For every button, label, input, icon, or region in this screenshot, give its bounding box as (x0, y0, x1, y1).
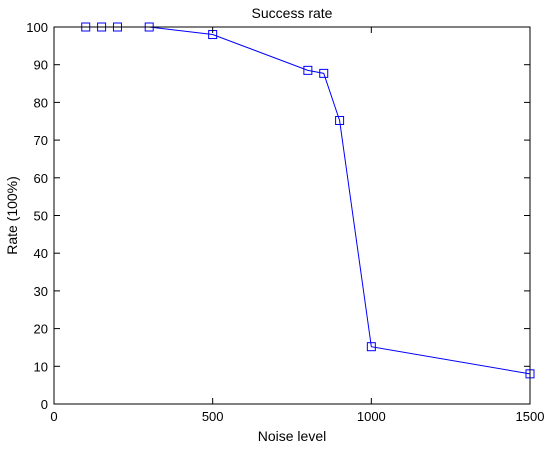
y-tick-label: 40 (34, 246, 48, 261)
y-tick-label: 20 (34, 322, 48, 337)
y-tick-label: 70 (34, 133, 48, 148)
y-tick-label: 30 (34, 284, 48, 299)
y-tick-label: 50 (34, 209, 48, 224)
y-tick-label: 0 (41, 397, 48, 412)
y-tick-label: 60 (34, 171, 48, 186)
x-tick-label: 500 (202, 409, 224, 424)
x-tick-label: 1000 (357, 409, 386, 424)
y-tick-label: 10 (34, 359, 48, 374)
data-point (366, 342, 376, 352)
data-point (319, 68, 329, 78)
chart-title: Success rate (252, 5, 333, 21)
y-axis-label: Rate (100%) (4, 176, 20, 255)
data-point (303, 65, 313, 75)
y-tick-label: 80 (34, 95, 48, 110)
x-tick-label: 0 (50, 409, 57, 424)
y-tick-label: 90 (34, 58, 48, 73)
x-tick-label: 1500 (516, 409, 545, 424)
plot-background (54, 27, 530, 404)
y-tick-label: 100 (26, 20, 48, 35)
data-point (335, 115, 345, 125)
x-axis-label: Noise level (258, 428, 326, 444)
